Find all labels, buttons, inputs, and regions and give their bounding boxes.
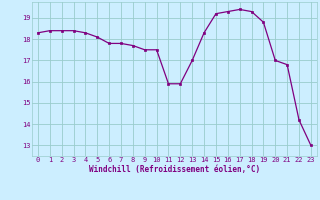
X-axis label: Windchill (Refroidissement éolien,°C): Windchill (Refroidissement éolien,°C) <box>89 165 260 174</box>
